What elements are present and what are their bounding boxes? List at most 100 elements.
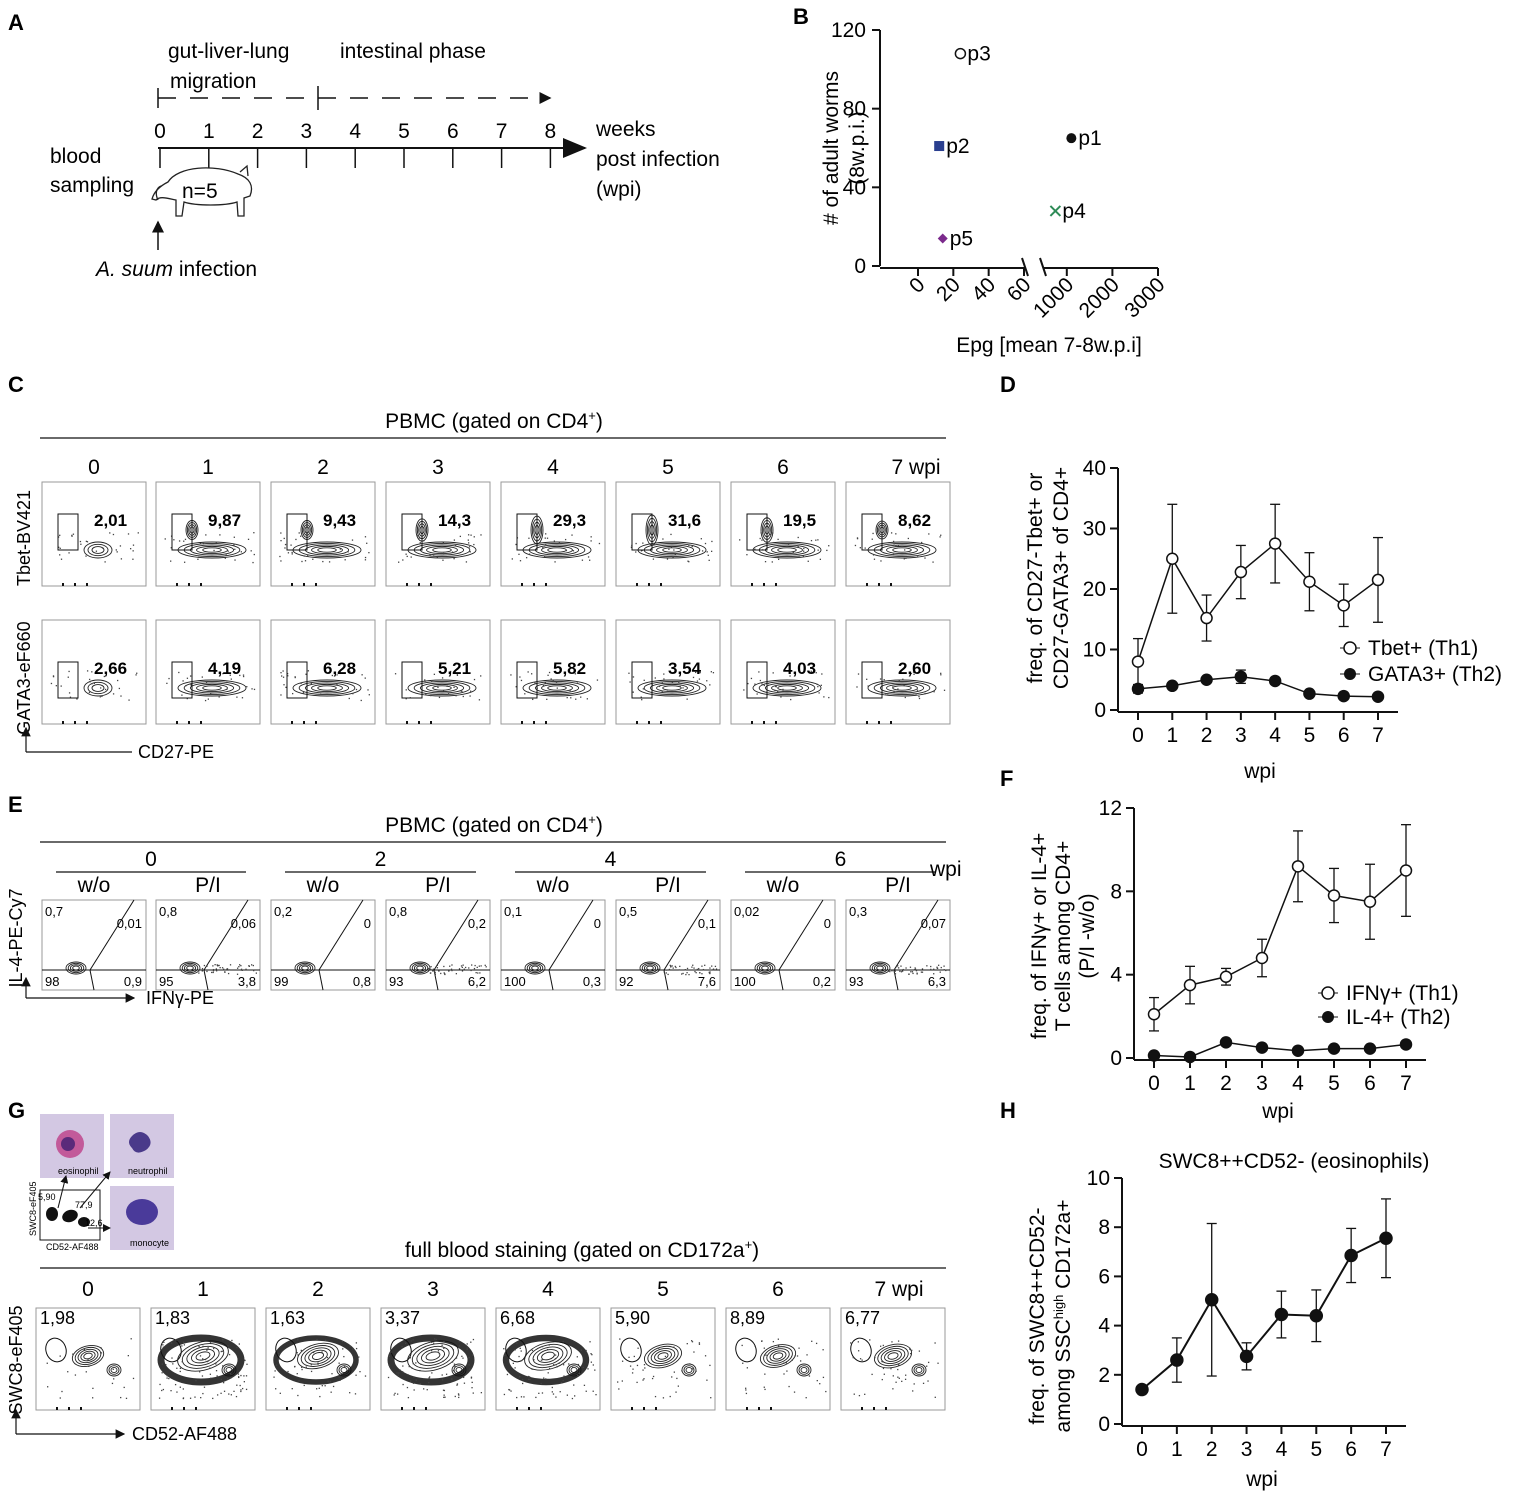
c-col-1: 1 [202, 456, 214, 479]
g-col-0: 0 [82, 1278, 94, 1301]
c-header-text: PBMC (gated on CD4 [385, 410, 588, 433]
f-chart-point-1-7 [1399, 1038, 1413, 1051]
d-chart-point-1-0 [1131, 682, 1145, 696]
infection-species: A. suum [94, 258, 173, 281]
e-tr-3: 0,2 [468, 916, 486, 931]
e-br-5: 7,6 [698, 974, 716, 989]
e-condition-1-0: w/o [306, 874, 340, 897]
d-chart-point-0-0 [1131, 655, 1145, 668]
e-condition-0-0: w/o [77, 874, 111, 897]
b-xtick: 60 [1003, 273, 1036, 306]
e-br-7: 6,3 [928, 974, 946, 989]
f-chart-point-0-2 [1219, 970, 1233, 983]
tbet-plot-0: 2,01 [41, 481, 147, 587]
point-p3 [954, 47, 967, 60]
d-chart-ytick: 40 [1083, 457, 1106, 480]
gata3-plot-5: 3,54 [615, 619, 721, 725]
e-tl-0: 0,7 [45, 904, 63, 919]
g-plot-7: 6,77 [840, 1307, 946, 1411]
neutrophil-caption: neutrophil [128, 1166, 168, 1176]
f-legend: IFNγ+ (Th1) IL-4+ (Th2) [1318, 982, 1459, 1029]
h-chart-point-0-1 [1170, 1353, 1184, 1367]
g-col-7: 7 wpi [874, 1278, 923, 1301]
g-col-6: 6 [772, 1278, 784, 1301]
h-chart-xtick: 2 [1206, 1438, 1218, 1461]
d-chart-point-1-5 [1303, 687, 1316, 700]
d-chart-point-1-6 [1337, 689, 1350, 703]
post-infection-label: post infection [596, 148, 720, 171]
e-tl-5: 0,5 [619, 904, 637, 919]
h-ylabel-2: among SSChigh CD172a+ [1051, 1200, 1075, 1433]
e-ylabel: IL-4-PE-Cy7 [6, 888, 26, 987]
c-col-2: 2 [317, 456, 329, 479]
f-chart-xtick: 0 [1148, 1072, 1160, 1095]
e-tr-1: 0,06 [231, 916, 256, 931]
d-ylabel-1: freq. of CD27-Tbet+ or [1024, 473, 1047, 684]
g-header: full blood staining (gated on CD172a+) [405, 1237, 759, 1262]
b-ylabel-2: (8w.p.i.) [846, 111, 869, 185]
panel-label-c: C [8, 372, 24, 397]
g-value-4: 6,68 [500, 1308, 535, 1328]
tbet-plot-7: 8,62 [845, 481, 951, 587]
d-chart-xtick: 0 [1132, 724, 1144, 747]
tbet-plot-2: 9,43 [270, 481, 376, 587]
h-chart-point-0-2 [1204, 1293, 1219, 1307]
d-legend-th2: GATA3+ (Th2) [1368, 663, 1502, 686]
g-ylabel: SWC8-eF405 [6, 1305, 26, 1414]
point-label-p3: p3 [967, 43, 990, 66]
f-chart-ytick: 4 [1110, 964, 1122, 987]
gata3-value-3: 5,21 [438, 659, 471, 678]
d-chart-point-0-3 [1234, 565, 1248, 579]
h-chart-point-0-4 [1274, 1307, 1289, 1322]
f-ylabel-2: T cells among CD4+ [1052, 841, 1075, 1031]
g-value-5: 5,90 [615, 1308, 650, 1328]
d-chart-xtick: 3 [1235, 724, 1247, 747]
e-tr-6: 0 [824, 916, 831, 931]
g-value-0: 1,98 [40, 1308, 75, 1328]
tbet-plot-5: 31,6 [615, 481, 721, 587]
tbet-value-4: 29,3 [553, 511, 586, 530]
c-row2-label: GATA3-eF660 [14, 621, 34, 734]
point-label-p5: p5 [950, 227, 973, 250]
gata3-plot-2: 6,28 [270, 619, 376, 725]
g-column-labels: 0 1 2 3 4 5 6 7 wpi [82, 1278, 923, 1301]
h-chart-xtick: 6 [1345, 1438, 1357, 1461]
week-label-2: 2 [252, 120, 264, 143]
h-chart-series-line-0 [1141, 1237, 1387, 1391]
b-ytick: 40 [843, 176, 866, 199]
h-chart-ytick: 0 [1098, 1413, 1110, 1436]
point-p1 [1066, 133, 1077, 144]
week-label-7: 7 [496, 120, 508, 143]
panel-label-e: E [8, 792, 23, 817]
eosinophil-caption: eosinophil [58, 1166, 99, 1176]
h-chart-ytick: 4 [1098, 1315, 1110, 1338]
h-chart-point-0-5 [1309, 1309, 1324, 1323]
g-col-4: 4 [542, 1278, 554, 1301]
tbet-value-6: 19,5 [783, 511, 816, 530]
e-bl-0: 98 [45, 974, 59, 989]
h-chart-xtick: 7 [1380, 1438, 1392, 1461]
g-value-6: 8,89 [730, 1308, 765, 1328]
g-plots: 1,98 1,83 1,63 3,37 6,68 5,90 8,89 6,77 [35, 1307, 946, 1411]
panel-h: H SWC8++CD52- (eosinophils) freq. of SWC… [1000, 1098, 1429, 1491]
inset-ylabel: SWC8-eF405 [28, 1181, 38, 1236]
g-header-text: full blood staining (gated on CD172a [405, 1239, 745, 1262]
d-chart-point-1-4 [1268, 674, 1282, 688]
d-chart-point-1-3 [1234, 670, 1248, 683]
c-column-labels: 0 1 2 3 4 5 6 7 wpi [88, 456, 940, 479]
e-tr-7: 0,07 [921, 916, 946, 931]
panel-label-f: F [1000, 766, 1013, 791]
gata3-value-5: 3,54 [668, 659, 702, 678]
d-chart-point-0-2 [1200, 611, 1213, 625]
d-chart-ytick: 10 [1083, 639, 1106, 662]
h-chart-xtick: 0 [1136, 1438, 1148, 1461]
gata3-value-2: 6,28 [323, 659, 356, 678]
gata3-plot-6: 4,03 [730, 619, 836, 725]
tbet-plot-3: 14,3 [385, 481, 491, 587]
f-chart-ytick: 0 [1110, 1047, 1122, 1070]
e-tl-3: 0,8 [389, 904, 407, 919]
tbet-value-1: 9,87 [208, 511, 241, 530]
e-header-text: PBMC (gated on CD4 [385, 814, 588, 837]
f-chart-point-1-6 [1363, 1042, 1377, 1055]
f-chart-ytick: 8 [1110, 880, 1122, 903]
